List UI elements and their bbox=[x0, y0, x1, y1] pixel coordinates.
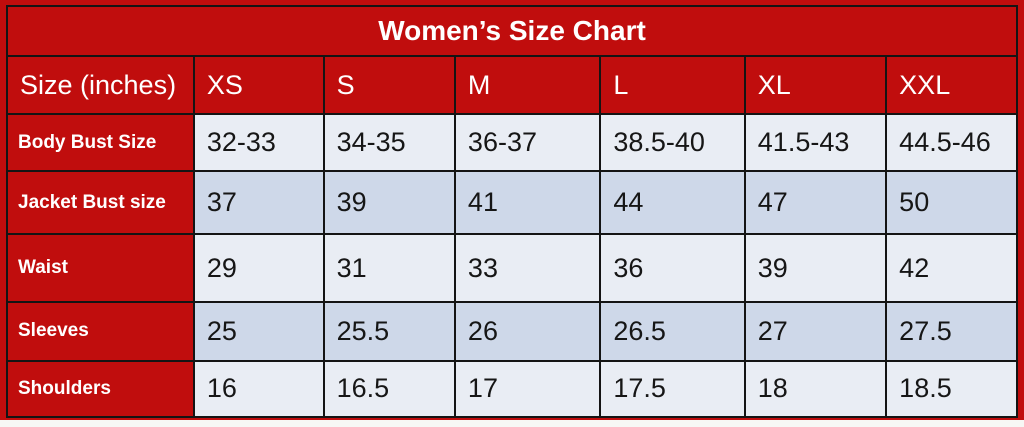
size-value-cell: 34-35 bbox=[322, 112, 456, 173]
size-value-cell: 36-37 bbox=[453, 112, 602, 173]
title-row: Women’s Size Chart bbox=[6, 5, 1018, 57]
header-row: Size (inches) XS S M L XL XXL bbox=[6, 55, 1018, 115]
header-cell-s: S bbox=[322, 55, 456, 115]
size-value-cell: 50 bbox=[885, 170, 1018, 236]
header-cell-xs: XS bbox=[192, 55, 325, 115]
size-value-cell: 17 bbox=[453, 359, 602, 419]
page-title: Women’s Size Chart bbox=[6, 5, 1018, 57]
size-value-cell: 16 bbox=[192, 359, 325, 419]
header-cell-xl: XL bbox=[743, 55, 888, 115]
header-cell-xxl: XXL bbox=[885, 55, 1018, 115]
size-value-cell: 18 bbox=[743, 359, 888, 419]
size-value-cell: 39 bbox=[322, 170, 456, 236]
size-chart-table: Women’s Size Chart Size (inches) XS S M L XL X… bbox=[6, 5, 1018, 419]
size-value-cell: 39 bbox=[743, 233, 888, 303]
size-value-cell: 38.5-40 bbox=[599, 112, 746, 173]
row-label-cell: Waist bbox=[6, 233, 195, 303]
row-label-cell: Body Bust Size bbox=[6, 112, 195, 173]
table-row: Body Bust Size 32-33 34-35 36-37 38.5-40 41.5… bbox=[6, 112, 1018, 173]
header-cell-size-inches: Size (inches) bbox=[6, 55, 195, 115]
size-value-cell: 18.5 bbox=[885, 359, 1018, 419]
size-value-cell: 44.5-46 bbox=[885, 112, 1018, 173]
size-value-cell: 31 bbox=[322, 233, 456, 303]
row-label-cell: Jacket Bust size bbox=[6, 170, 195, 236]
header-cell-m: M bbox=[453, 55, 602, 115]
table-row: Waist 29 31 33 36 39 42 bbox=[6, 233, 1018, 303]
row-label-cell: Sleeves bbox=[6, 300, 195, 362]
size-value-cell: 29 bbox=[192, 233, 325, 303]
table-body: Body Bust Size 32-33 34-35 36-37 38.5-40 41.5… bbox=[6, 112, 1018, 419]
size-value-cell: 33 bbox=[453, 233, 602, 303]
size-value-cell: 26 bbox=[453, 300, 602, 362]
size-value-cell: 27 bbox=[743, 300, 888, 362]
size-value-cell: 47 bbox=[743, 170, 888, 236]
size-value-cell: 17.5 bbox=[599, 359, 746, 419]
header-cell-l: L bbox=[599, 55, 746, 115]
bottom-edge-strip bbox=[0, 420, 1024, 427]
size-value-cell: 41 bbox=[453, 170, 602, 236]
table-row: Jacket Bust size 37 39 41 44 47 50 bbox=[6, 170, 1018, 236]
size-value-cell: 27.5 bbox=[885, 300, 1018, 362]
size-value-cell: 32-33 bbox=[192, 112, 325, 173]
size-value-cell: 44 bbox=[599, 170, 746, 236]
size-value-cell: 42 bbox=[885, 233, 1018, 303]
size-value-cell: 16.5 bbox=[322, 359, 456, 419]
size-value-cell: 26.5 bbox=[599, 300, 746, 362]
size-value-cell: 25 bbox=[192, 300, 325, 362]
size-value-cell: 41.5-43 bbox=[743, 112, 888, 173]
size-value-cell: 36 bbox=[599, 233, 746, 303]
size-value-cell: 37 bbox=[192, 170, 325, 236]
size-value-cell: 25.5 bbox=[322, 300, 456, 362]
table-row: Sleeves 25 25.5 26 26.5 27 27.5 bbox=[6, 300, 1018, 362]
row-label-cell: Shoulders bbox=[6, 359, 195, 419]
table-row: Shoulders 16 16.5 17 17.5 18 18.5 bbox=[6, 359, 1018, 419]
